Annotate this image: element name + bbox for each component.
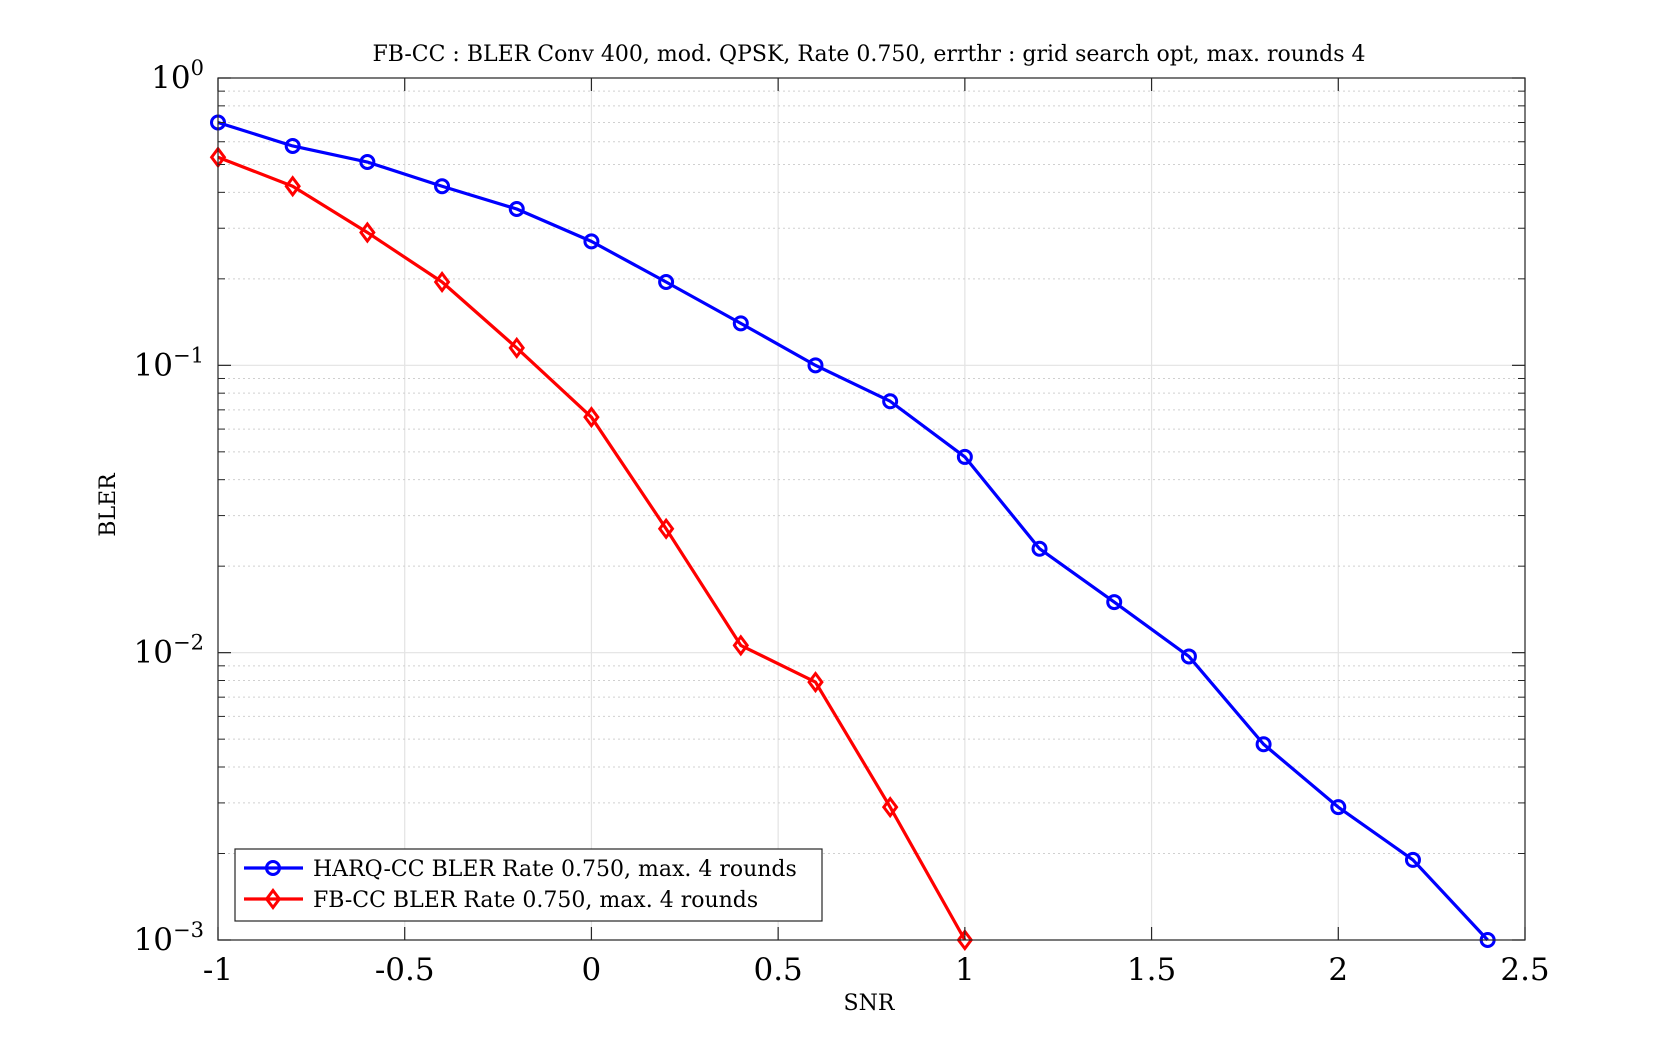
diamond-marker [433, 270, 451, 293]
circle-marker [1180, 648, 1197, 665]
diamond-marker [508, 336, 525, 359]
diamond-marker [284, 175, 301, 198]
x-tick-label: 0.5 [753, 952, 802, 988]
y-tick-label: 100 [151, 56, 204, 96]
legend-circle-marker [265, 860, 281, 876]
x-axis-label: SNR [844, 991, 896, 1016]
circle-marker [1404, 851, 1421, 868]
x-tick-label: 1.5 [1127, 952, 1176, 988]
diamond-marker [732, 634, 750, 657]
y-axis-label: BLER [96, 472, 121, 537]
circle-marker [1106, 594, 1123, 611]
legend-item: FB-CC BLER Rate 0.750, max. 4 rounds [244, 888, 758, 913]
chart-title: FB-CC : BLER Conv 400, mod. QPSK, Rate 0… [373, 42, 1366, 67]
circle-marker [658, 273, 675, 290]
diamond-marker [956, 929, 974, 951]
y-tick-label: 10−2 [134, 631, 204, 671]
y-tick-label: 10−3 [134, 918, 204, 958]
diamond-marker [359, 221, 376, 244]
x-tick-label: -0.5 [375, 952, 435, 988]
y-tick-label: 10−1 [134, 343, 204, 383]
x-tick-label: 1 [955, 952, 975, 988]
diamond-marker [657, 517, 675, 540]
legend-label: HARQ-CC BLER Rate 0.750, max. 4 rounds [313, 857, 797, 882]
diamond-marker [881, 796, 899, 819]
legend-diamond-marker [264, 888, 282, 910]
circle-marker [1255, 736, 1272, 753]
circle-marker [807, 357, 824, 374]
y-tick-labels: 100 10−1 10−2 10−3 [134, 56, 204, 958]
axes-box [217, 77, 1526, 941]
x-tick-labels: -1 -0.5 0 0.5 1 1.5 2 2.5 [203, 952, 1550, 988]
circle-marker [359, 154, 376, 171]
x-tick-label: -1 [203, 952, 233, 988]
tick-marks [217, 77, 1526, 941]
circle-marker [508, 201, 525, 218]
x-tick-label: 0 [582, 952, 602, 988]
series-line [217, 120, 1489, 942]
legend-item: HARQ-CC BLER Rate 0.750, max. 4 rounds [244, 857, 797, 882]
circle-marker [1031, 540, 1048, 557]
series-fb-cc [209, 146, 974, 951]
diamond-marker [807, 671, 824, 694]
x-tick-label: 2 [1328, 952, 1348, 988]
series-line [217, 155, 967, 941]
legend: HARQ-CC BLER Rate 0.750, max. 4 rounds FB… [234, 848, 823, 922]
circle-marker [284, 137, 301, 154]
circle-marker [732, 315, 749, 332]
x-tick-label: 2.5 [1500, 952, 1549, 988]
circle-marker [434, 178, 451, 195]
legend-label: FB-CC BLER Rate 0.750, max. 4 rounds [313, 888, 758, 913]
legend-box [234, 848, 823, 922]
plot-area [218, 78, 1525, 940]
circle-marker [956, 448, 973, 465]
diamond-marker [583, 406, 600, 429]
circle-marker [1330, 799, 1347, 816]
circle-marker [583, 233, 600, 250]
circle-marker [882, 393, 899, 410]
